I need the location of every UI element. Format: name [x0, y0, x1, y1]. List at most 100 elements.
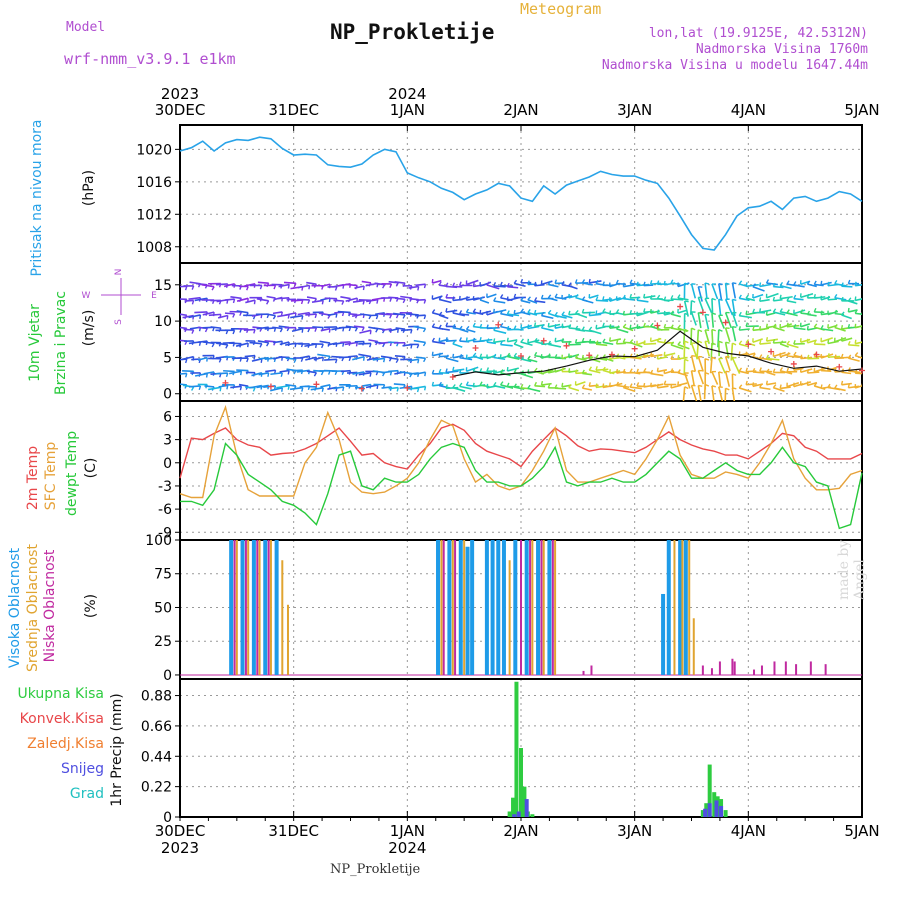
wind-barb [249, 384, 262, 389]
wind-barb-flag [588, 311, 591, 316]
cloud-high-bar [678, 540, 683, 675]
cloud-low-bar [784, 661, 787, 675]
cloud-high-bar [666, 540, 671, 675]
wind-barb-flag [656, 294, 661, 299]
wind-barb-flag [334, 286, 338, 291]
wind-barb [779, 284, 792, 290]
wind-barb-flag [656, 325, 660, 331]
wind-gust-marker [449, 374, 456, 381]
temp2m-label: 2m Temp [25, 445, 41, 511]
wind-barb [479, 310, 492, 315]
wind-barb [432, 279, 442, 284]
wind-barb-flag [691, 327, 696, 331]
wind-barb [739, 297, 750, 301]
wind-barb-flag [266, 300, 270, 305]
footer-station: NP_Prokletije [330, 862, 421, 877]
wind-barb-flag [711, 328, 716, 332]
wind-barb [290, 314, 303, 319]
wind-barb [677, 327, 688, 333]
wind-barb-flag [301, 387, 304, 392]
wind-barb-flag [813, 294, 816, 299]
wind-barb [724, 327, 731, 342]
wind-barb [711, 385, 715, 401]
wind-barb [243, 328, 256, 331]
wind-barb [188, 385, 201, 388]
wind-gust-marker [699, 309, 706, 316]
wind-barb [595, 384, 608, 389]
wind-barb-flag [540, 324, 545, 329]
wind-barb-flag [615, 368, 619, 374]
wind-barb-flag [465, 296, 468, 301]
wind-barb-flag [486, 281, 490, 286]
wind-barb [773, 285, 784, 289]
wind-barb-flag [493, 282, 497, 287]
wind-barb-flag [423, 284, 427, 289]
wind-barb [312, 326, 324, 329]
cloud-low-bar [244, 540, 247, 675]
wind-barb-flag [287, 370, 290, 375]
wind-barb-flag [834, 293, 838, 299]
wind-barb-flag [396, 387, 399, 392]
wind-barb-flag [827, 339, 830, 344]
wind-barb [306, 370, 317, 374]
wind-barb-flag [185, 358, 188, 364]
wind-barb-flag [376, 384, 379, 390]
wind-barb [773, 386, 785, 392]
wind-barb [827, 298, 838, 301]
pressure-label: Pritisak na nivou mora [29, 119, 45, 277]
wind-barb-flag [765, 380, 768, 385]
wind-barb [300, 355, 310, 359]
wind-barb-flag [745, 282, 748, 287]
wind-barb-flag [772, 384, 777, 389]
wind-barb-flag [267, 372, 270, 377]
wind-barb [766, 282, 778, 286]
cloud-high-label: Visoka Oblacnost [7, 547, 23, 669]
wind-barb-flag [663, 380, 667, 385]
wind-barb [392, 312, 406, 316]
wind-barb-flag [670, 355, 674, 360]
wind-barb-flag [656, 383, 659, 388]
wind-barb [493, 369, 506, 375]
wind-barb [408, 285, 419, 289]
wind-barb [759, 283, 771, 288]
wind-barb [841, 314, 852, 320]
wind-barb-flag [445, 293, 449, 299]
wind-barb [466, 366, 479, 372]
wind-gust-marker [495, 321, 502, 328]
wind-barb-flag [561, 338, 564, 343]
wind-barb [297, 311, 310, 316]
wind-barb [643, 310, 654, 314]
wind-barb [265, 369, 276, 373]
wind-barb-flag [204, 328, 208, 333]
wind-barb-flag [602, 366, 606, 371]
cloud-low-bar [582, 670, 585, 675]
wind-barb [697, 370, 705, 385]
wind-barb-flag [389, 297, 393, 302]
wind-barb [786, 300, 797, 304]
snow-bar [714, 800, 719, 817]
wind-barb-flag [445, 354, 449, 359]
cloud-mid-bar [451, 540, 454, 675]
wind-barb [479, 299, 490, 304]
wind-barb-flag [765, 368, 770, 373]
wind-barb [279, 341, 290, 346]
wind-barb-flag [581, 279, 586, 284]
wind-barb [413, 371, 426, 376]
wind-barb [352, 356, 365, 361]
wind-barb-flag [313, 372, 318, 377]
y-tick-label: 0 [163, 387, 172, 403]
wind-barb-flag [479, 337, 482, 342]
wind-barb [861, 343, 862, 344]
wind-barb-flag [581, 354, 584, 360]
wind-barb-flag [752, 326, 755, 331]
cloud-mid-bar [281, 560, 284, 675]
wind-barb-flag [643, 293, 646, 298]
wind-barb-flag [540, 294, 544, 299]
wind-barb [820, 337, 833, 343]
wind-barb [486, 326, 500, 330]
wind-barb-flag [375, 315, 379, 320]
wind-barb [452, 386, 466, 392]
wind-barb-flag [191, 300, 195, 305]
wind-barb [493, 329, 507, 334]
wind-barb-flag [663, 296, 667, 301]
